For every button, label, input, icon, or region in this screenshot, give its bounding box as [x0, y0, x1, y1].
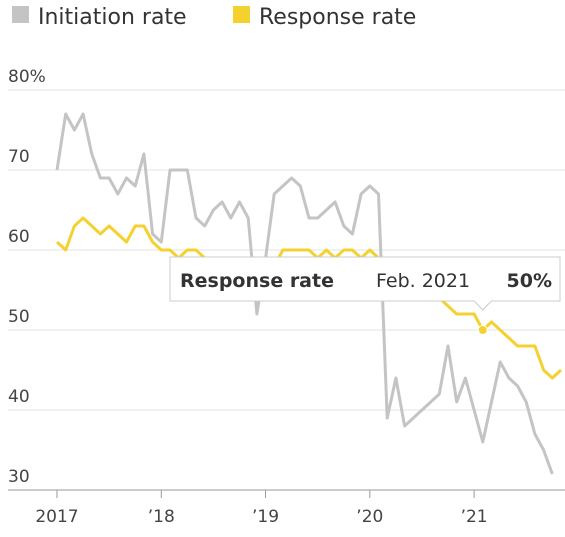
legend-swatch — [12, 6, 29, 23]
y-tick-label: 80% — [8, 67, 46, 87]
y-tick-label: 40 — [8, 387, 30, 407]
y-tick-label: 30 — [8, 467, 30, 487]
y-tick-label: 50 — [8, 307, 30, 327]
y-tick-label: 70 — [8, 147, 30, 167]
legend-label: Initiation rate — [38, 5, 187, 30]
x-tick-label: ’20 — [356, 507, 383, 527]
x-tick-label: ’19 — [252, 507, 279, 527]
legend-label: Response rate — [259, 5, 416, 30]
x-tick-label: 2017 — [35, 507, 78, 527]
legend-swatch — [233, 6, 250, 23]
tooltip-date: Feb. 2021 — [376, 270, 470, 292]
tooltip-value: 50% — [507, 270, 552, 292]
tooltip-box — [169, 256, 561, 302]
x-tick-label: ’21 — [461, 507, 488, 527]
y-tick-label: 60 — [8, 227, 30, 247]
x-tick-label: ’18 — [148, 507, 175, 527]
tooltip-marker — [477, 325, 488, 335]
tooltip: Response rate Feb. 2021 50% — [169, 256, 561, 311]
line-series — [55, 112, 554, 475]
line-series — [55, 216, 563, 380]
tooltip-pointer — [473, 300, 493, 311]
tooltip-series: Response rate — [180, 270, 334, 292]
